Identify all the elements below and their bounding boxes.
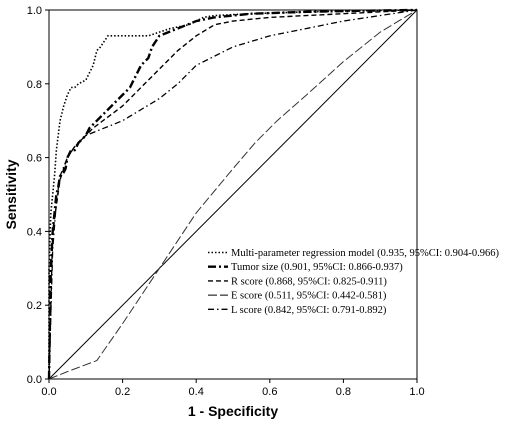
y-tick-label: 0.4 [27, 226, 42, 238]
legend-label: E score (0.511, 95%CI: 0.442-0.581) [231, 291, 387, 302]
reference-diagonal [48, 9, 418, 380]
roc-series [47, 8, 418, 380]
series-line-l [48, 9, 418, 380]
y-tick-label: 0.2 [27, 300, 42, 312]
axis-ticks: 0.0 0.2 0.4 0.6 0.8 1.0 0.0 0.2 0.4 0.6 0.8 1.0 [27, 5, 425, 398]
legend-label: Multi-parameter regression model (0.935,… [231, 248, 499, 259]
series-line-multi-parameter [48, 9, 418, 379]
legend-label: L score (0.842, 95%CI: 0.791-0.892) [231, 305, 387, 316]
x-tick-label: 1.0 [409, 386, 424, 398]
series-line-e [48, 9, 418, 380]
x-axis-title: 1 - Specificity [188, 403, 278, 419]
plot-border [48, 9, 418, 380]
y-axis-title: Sensitivity [3, 159, 19, 229]
x-tick-label: 0.2 [115, 386, 130, 398]
x-tick-label: 0.4 [189, 386, 204, 398]
legend-label: Tumor size (0.901, 95%CI: 0.866-0.937) [231, 262, 403, 273]
plot-frame [48, 9, 418, 380]
y-tick-label: 0.6 [27, 153, 42, 165]
x-tick-label: 0.0 [41, 386, 56, 398]
legend: Multi-parameter regression model (0.935,… [208, 248, 499, 316]
x-tick-label: 0.6 [262, 386, 277, 398]
x-tick-label: 0.8 [336, 386, 351, 398]
legend-label: R score (0.868, 95%CI: 0.825-0.911) [231, 276, 387, 287]
reference-line [48, 9, 418, 380]
y-tick-label: 0.0 [27, 374, 42, 386]
y-tick-label: 0.8 [27, 79, 42, 91]
y-tick-label: 1.0 [27, 5, 42, 17]
